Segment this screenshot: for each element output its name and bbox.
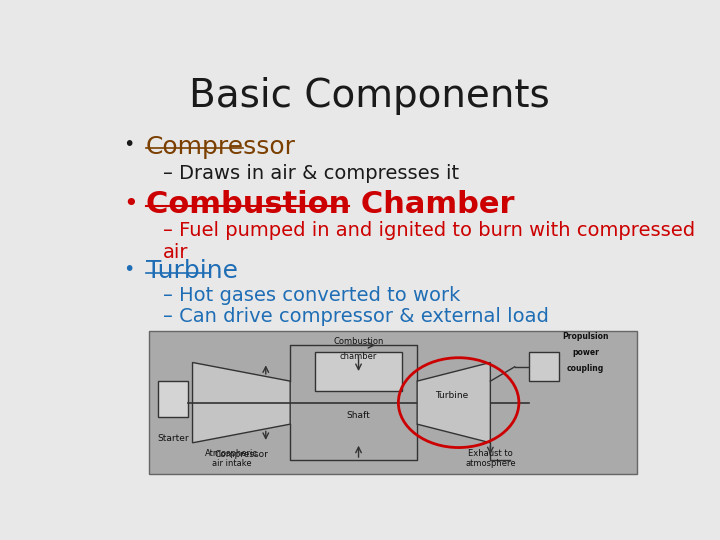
Text: Turbine: Turbine <box>435 391 468 400</box>
Text: Compressor: Compressor <box>215 450 269 459</box>
Text: Atmospheric
air intake: Atmospheric air intake <box>205 449 258 468</box>
Text: Exhaust to
atmosphere: Exhaust to atmosphere <box>465 449 516 468</box>
Text: – Fuel pumped in and ignited to burn with compressed
air: – Fuel pumped in and ignited to burn wit… <box>163 221 695 262</box>
FancyBboxPatch shape <box>529 353 559 381</box>
Text: Turbine: Turbine <box>145 259 238 283</box>
FancyBboxPatch shape <box>148 331 637 474</box>
FancyBboxPatch shape <box>315 353 402 391</box>
Polygon shape <box>417 362 490 443</box>
Text: – Hot gases converted to work: – Hot gases converted to work <box>163 286 460 305</box>
Text: Basic Components: Basic Components <box>189 77 549 115</box>
Text: •: • <box>124 136 135 154</box>
Text: Propulsion: Propulsion <box>562 332 609 341</box>
Text: Combustion Chamber: Combustion Chamber <box>145 190 514 219</box>
Text: – Can drive compressor & external load: – Can drive compressor & external load <box>163 307 549 326</box>
Polygon shape <box>192 362 290 443</box>
Text: Combustion: Combustion <box>333 336 384 346</box>
Text: Shaft: Shaft <box>346 411 370 420</box>
Text: •: • <box>124 260 135 279</box>
Text: power: power <box>572 348 599 357</box>
Text: Starter: Starter <box>157 434 189 443</box>
Text: chamber: chamber <box>340 353 377 361</box>
Text: – Draws in air & compresses it: – Draws in air & compresses it <box>163 164 459 183</box>
Text: •: • <box>124 192 138 215</box>
Text: Compressor: Compressor <box>145 136 296 159</box>
Text: coupling: coupling <box>567 364 604 373</box>
FancyBboxPatch shape <box>158 381 188 417</box>
